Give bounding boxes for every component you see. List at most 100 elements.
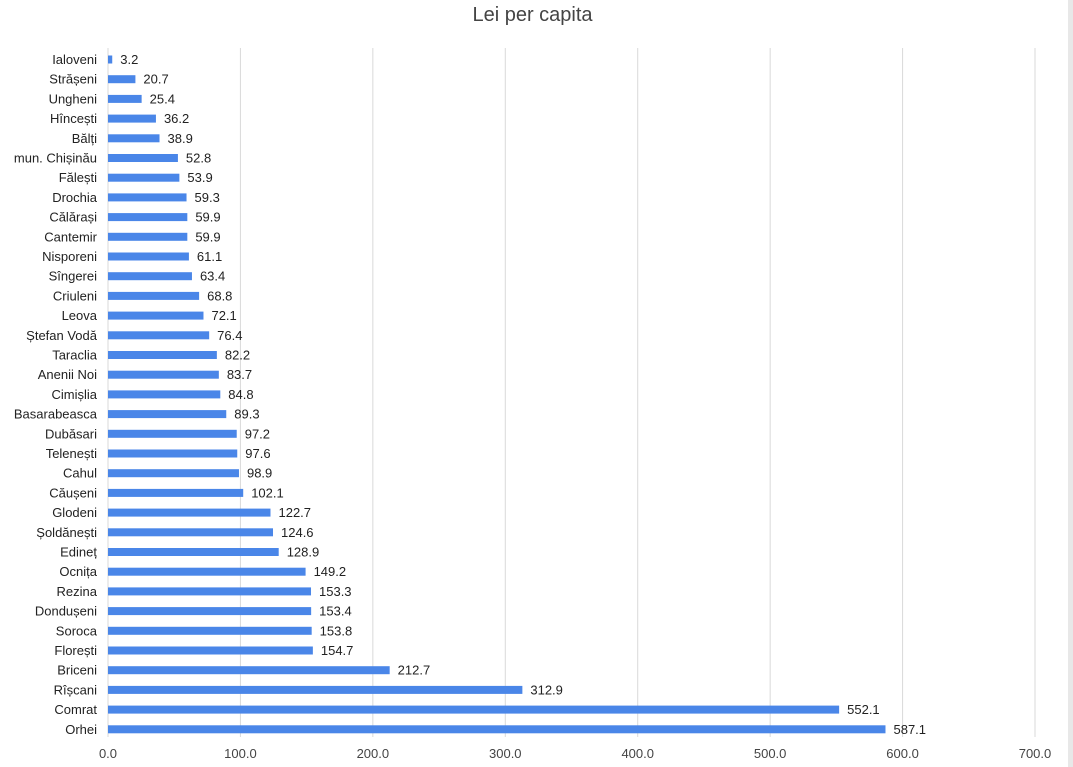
data-label: 68.8 (207, 288, 232, 303)
category-label: Șoldănești (36, 525, 97, 540)
x-tick-label: 100.0 (224, 746, 257, 761)
bar (108, 685, 523, 694)
bar (108, 587, 312, 596)
bar (108, 75, 136, 84)
x-tick-label: 300.0 (489, 746, 522, 761)
bar (108, 607, 312, 616)
bar (108, 469, 239, 478)
data-label: 153.4 (319, 604, 352, 619)
category-label: Rezina (57, 584, 98, 599)
bar (108, 548, 279, 556)
bar (108, 134, 160, 143)
bar (108, 252, 189, 261)
category-label: Ștefan Vodă (26, 328, 98, 343)
category-label: Călărași (49, 210, 97, 225)
data-label: 61.1 (197, 249, 222, 264)
x-tick-label: 600.0 (886, 746, 919, 761)
bar (108, 410, 227, 419)
category-label: Comrat (54, 702, 97, 717)
data-label: 63.4 (200, 269, 225, 284)
data-label: 149.2 (314, 564, 347, 579)
bar (108, 55, 113, 64)
bar (108, 154, 178, 162)
category-label: Soroca (56, 623, 98, 638)
category-label: Orhei (65, 722, 97, 737)
bar (108, 705, 840, 714)
category-label: mun. Chișinău (14, 151, 97, 166)
category-label: Leova (62, 308, 98, 323)
data-label: 154.7 (321, 643, 354, 658)
data-label: 76.4 (217, 328, 242, 343)
bar (108, 508, 271, 517)
category-label: Cantemir (44, 229, 97, 244)
bar (108, 94, 142, 103)
category-label: Edineț (60, 545, 97, 560)
data-label: 153.3 (319, 584, 352, 599)
chart-border (1068, 0, 1073, 767)
bar (108, 351, 217, 359)
bar (108, 193, 187, 202)
data-label: 59.9 (195, 229, 220, 244)
category-label: Drochia (52, 190, 98, 205)
data-label: 52.8 (186, 151, 211, 166)
category-label: Nisporeni (42, 249, 97, 264)
data-label: 38.9 (168, 131, 193, 146)
bar (108, 291, 200, 300)
category-label: Bălți (72, 131, 97, 146)
data-label: 59.9 (195, 210, 220, 225)
category-label: Briceni (57, 663, 97, 678)
category-label: Basarabeasca (14, 407, 98, 422)
x-tick-label: 500.0 (754, 746, 787, 761)
data-label: 122.7 (278, 505, 311, 520)
data-label: 84.8 (228, 387, 253, 402)
category-label: Ungheni (49, 91, 98, 106)
bar (108, 488, 244, 497)
bar (108, 213, 188, 222)
data-label: 312.9 (530, 682, 563, 697)
data-label: 83.7 (227, 367, 252, 382)
data-label: 97.2 (245, 426, 270, 441)
category-label: Florești (54, 643, 97, 658)
data-label: 552.1 (847, 702, 880, 717)
bar (108, 666, 390, 675)
bar (108, 449, 238, 458)
category-label: Rîșcani (54, 682, 97, 697)
data-label: 59.3 (195, 190, 220, 205)
data-label: 89.3 (234, 407, 259, 422)
bar (108, 173, 180, 182)
category-label: Cahul (63, 466, 97, 481)
data-label: 72.1 (211, 308, 236, 323)
x-tick-label: 400.0 (621, 746, 654, 761)
data-label: 3.2 (120, 52, 138, 67)
category-label: Cimișlia (52, 387, 98, 402)
category-label: Hîncești (50, 111, 97, 126)
data-label: 25.4 (150, 91, 175, 106)
bar (108, 725, 886, 734)
category-label: Sîngerei (49, 269, 98, 284)
category-label: Taraclia (52, 348, 98, 363)
category-label: Ialoveni (52, 52, 97, 67)
category-label: Ocnița (59, 564, 97, 579)
bar (108, 528, 274, 537)
bar (108, 272, 192, 281)
category-label: Glodeni (52, 505, 97, 520)
bar (108, 646, 313, 655)
data-label: 102.1 (251, 485, 284, 500)
data-label: 128.9 (287, 545, 320, 560)
bar (108, 114, 156, 123)
bar (108, 370, 219, 379)
data-label: 36.2 (164, 111, 189, 126)
category-label: Strășeni (49, 72, 97, 87)
data-label: 153.8 (320, 623, 353, 638)
data-label: 124.6 (281, 525, 314, 540)
data-label: 20.7 (143, 72, 168, 87)
x-tick-label: 200.0 (357, 746, 390, 761)
category-label: Criuleni (53, 288, 97, 303)
category-label: Fălești (59, 170, 97, 185)
data-label: 98.9 (247, 466, 272, 481)
bar (108, 331, 210, 340)
x-tick-label: 700.0 (1019, 746, 1052, 761)
data-label: 82.2 (225, 348, 250, 363)
